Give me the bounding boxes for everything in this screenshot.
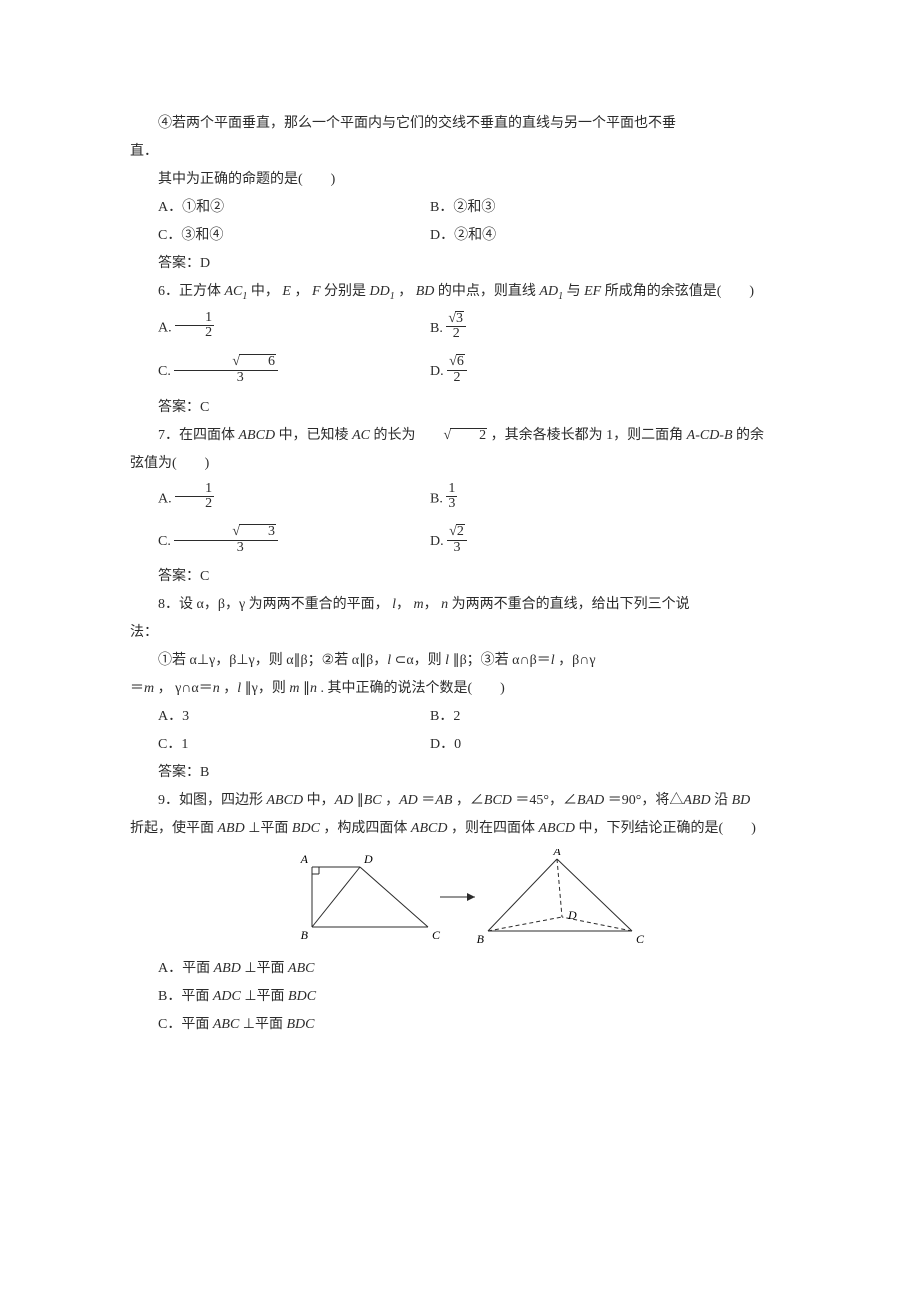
q9-stem-l1: 9．如图，四边形 ABCD 中，AD ∥BC ，AD ＝AB ，∠BCD ＝45… [130,787,790,815]
q8-stmts-l2: ＝m ， γ∩α＝n ，l ∥γ，则 m ∥n . 其中正确的说法个数是( ) [130,675,790,703]
q6-opt-b: B. 3 2 [430,313,790,344]
q6-opt-a: A. 12 [130,313,430,344]
stmt4-line2: 直． [130,138,790,166]
q5-opt-b: B．②和③ [430,194,790,222]
q6-t6: 的中点，则直线 [438,284,540,299]
stmt4-line1: ④若两个平面垂直，那么一个平面内与它们的交线不垂直的直线与另一个平面也不垂 [130,110,790,138]
q6-t5: ， [398,284,412,299]
q5-answer: 答案：D [130,250,790,278]
q6-EF: EF [584,284,601,299]
svg-text:C: C [432,928,441,942]
q8-answer: 答案：B [130,759,790,787]
q5-row2: C．③和④ D．②和④ [130,222,790,250]
svg-text:B: B [477,932,485,946]
q6-stem: 6．正方体 AC1 中， E ， F 分别是 DD1 ， BD 的中点，则直线 … [130,278,790,307]
q9-opt-b: B．平面 ADC ⊥平面 BDC [130,983,790,1011]
q7-opt-a: A. 12 [130,484,430,514]
q6-ac1: AC1 [225,284,248,299]
q8-opt-b: B．2 [430,703,790,731]
q6-t2: 中， [251,284,279,299]
q5-row1: A．①和② B．②和③ [130,194,790,222]
q8-stem-l2: 法： [130,619,790,647]
q6-t4: 分别是 [324,284,370,299]
q5-opt-c: C．③和④ [130,222,430,250]
q6-E: E [282,284,291,299]
q6-row1: A. 12 B. 3 2 [130,307,790,350]
q8-stmts-l1: ①若 α⊥γ，β⊥γ，则 α∥β；②若 α∥β，l ⊂α，则 l ∥β；③若 α… [130,647,790,675]
q9-opt-c: C．平面 ABC ⊥平面 BDC [130,1011,790,1039]
q8-row1: A．3 B．2 [130,703,790,731]
q7-row2: C. 3 3 D. 2 3 [130,520,790,563]
q6-answer: 答案：C [130,394,790,422]
q9-opt-a: A．平面 ABD ⊥平面 ABC [130,955,790,983]
q6-BD: BD [416,284,435,299]
q6-t7: 与 [567,284,585,299]
q6-row2: C. 6 3 D. 6 2 [130,350,790,393]
svg-text:D: D [363,852,373,866]
q8-row2: C．1 D．0 [130,731,790,759]
q6-F: F [312,284,321,299]
q7-answer: 答案：C [130,563,790,591]
q6-t8: 所成角的余弦值是( ) [605,284,754,299]
q5-stem: 其中为正确的命题的是( ) [130,166,790,194]
q8-stem-l1: 8．设 α，β，γ 为两两不重合的平面， l， m， n 为两两不重合的直线，给… [130,591,790,619]
q8-opt-a: A．3 [130,703,430,731]
q7-stem-l1: 7．在四面体 ABCD 中，已知棱 AC 的长为2 ，其余各棱长都为 1，则二面… [130,422,790,450]
q7-row1: A. 12 B. 13 [130,478,790,520]
page: ④若两个平面垂直，那么一个平面内与它们的交线不垂直的直线与另一个平面也不垂 直．… [0,0,920,1302]
q8-opt-d: D．0 [430,731,790,759]
svg-text:A: A [552,849,561,858]
q7-stem-l2: 弦值为( ) [130,450,790,478]
q6-opt-c: C. 6 3 [130,356,430,387]
q6-t3: ， [294,284,308,299]
q7-opt-d: D. 2 3 [430,526,790,557]
q6-t1: 6．正方体 [158,284,225,299]
q9-figure: A D B C A B C D [130,849,790,949]
svg-text:B: B [301,928,309,942]
q9-stem-l2: 折起，使平面 ABD ⊥平面 BDC ，构成四面体 ABCD ，则在四面体 AB… [130,815,790,843]
svg-text:D: D [567,908,577,922]
q5-opt-a: A．①和② [130,194,430,222]
q6-opt-d: D. 6 2 [430,356,790,387]
svg-text:C: C [636,932,645,946]
q6-DD1: DD1 [370,284,395,299]
q8-opt-c: C．1 [130,731,430,759]
q9-svg: A D B C A B C D [270,849,650,949]
q6-AD1: AD1 [539,284,563,299]
q7-opt-c: C. 3 3 [130,526,430,557]
q7-opt-b: B. 13 [430,484,790,514]
svg-text:A: A [300,852,309,866]
q5-opt-d: D．②和④ [430,222,790,250]
